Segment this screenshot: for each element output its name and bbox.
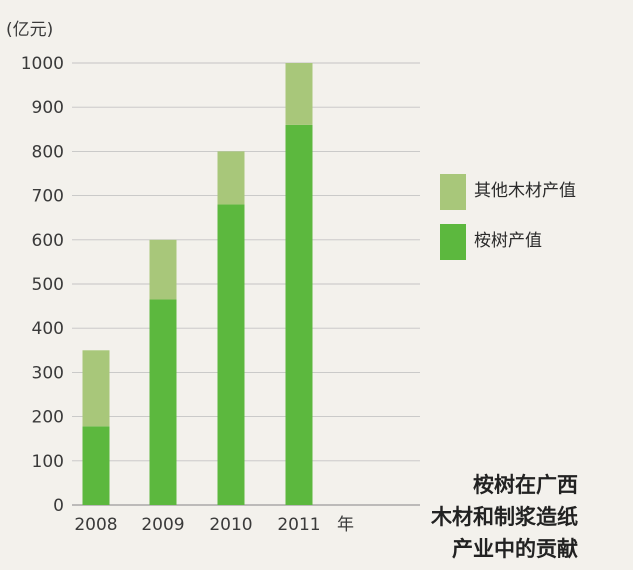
y-tick-label: 900: [32, 98, 64, 118]
y-tick-label: 100: [32, 452, 64, 472]
chart-caption: 桉树在广西 木材和制浆造纸 产业中的贡献: [430, 473, 578, 561]
x-axis-ticks: 2008 2009 2010 2011: [74, 515, 320, 535]
bar-2009-other-wood: [149, 239, 177, 300]
y-tick-label: 500: [32, 275, 64, 295]
bars: [82, 63, 313, 505]
y-tick-label: 700: [32, 187, 64, 207]
y-tick-label: 300: [32, 363, 64, 383]
bar-2008-other-wood: [82, 350, 110, 427]
bar-2010-other-wood: [217, 151, 245, 205]
legend-label-eucalyptus: 桉树产值: [474, 231, 542, 251]
x-tick-label: 2009: [141, 515, 184, 535]
legend: 其他木材产值 桉树产值: [440, 174, 576, 260]
y-tick-label: 600: [32, 231, 64, 251]
y-tick-label: 0: [53, 496, 64, 516]
y-axis-unit-label: (亿元): [6, 20, 53, 40]
caption-line-2: 木材和制浆造纸: [430, 505, 578, 529]
legend-swatch-other-wood: [440, 174, 466, 210]
bar-2010-eucalyptus: [217, 204, 245, 505]
x-axis-unit-label: 年: [337, 515, 354, 535]
bar-2011-eucalyptus: [285, 124, 313, 505]
gridlines: [72, 62, 420, 506]
caption-line-1: 桉树在广西: [473, 473, 578, 497]
x-tick-label: 2010: [209, 515, 252, 535]
y-tick-label: 1000: [21, 54, 64, 74]
legend-label-other-wood: 其他木材产值: [474, 181, 576, 201]
y-axis-ticks: 0 100 200 300 400 500 600 700 800 900 1000: [21, 54, 64, 516]
y-tick-label: 400: [32, 319, 64, 339]
bar-2011-other-wood: [285, 63, 313, 125]
x-tick-label: 2008: [74, 515, 117, 535]
bar-2008-eucalyptus: [82, 426, 110, 505]
y-tick-label: 200: [32, 408, 64, 428]
bar-2009-eucalyptus: [149, 299, 177, 505]
legend-swatch-eucalyptus: [440, 224, 466, 260]
caption-line-3: 产业中的贡献: [452, 537, 578, 561]
x-tick-label: 2011: [277, 515, 320, 535]
y-tick-label: 800: [32, 142, 64, 162]
